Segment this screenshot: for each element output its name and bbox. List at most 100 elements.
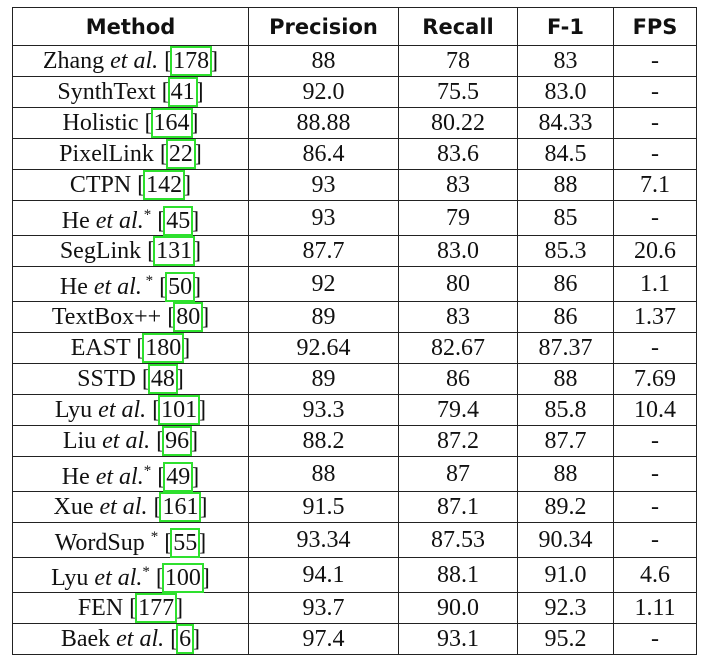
method-text: FEN [ bbox=[77, 595, 138, 621]
value-cell: 93.1 bbox=[398, 623, 518, 655]
table-row: Baek et al. [6] 97.4 93.1 95.2- bbox=[12, 623, 697, 655]
method-text: CTPN [ bbox=[69, 172, 146, 198]
method-text: et al. bbox=[98, 397, 147, 423]
value-cell: 86 bbox=[398, 363, 518, 395]
method-text: ] bbox=[198, 530, 207, 556]
method-text: ] bbox=[191, 208, 200, 234]
table-body: Zhang et al. [178] 88 78 83- SynthText [41] 9… bbox=[12, 45, 697, 655]
method-text: ] bbox=[192, 626, 201, 652]
value-cell: 79 bbox=[398, 200, 518, 236]
method-text: Baek bbox=[60, 626, 117, 652]
table-row: Zhang et al. [178] 88 78 83- bbox=[12, 45, 697, 77]
method-text: EAST [ bbox=[70, 335, 145, 361]
value-cell: 92.0 bbox=[248, 76, 399, 108]
value-cell: 89.2 bbox=[517, 491, 614, 523]
value-cell: 88 bbox=[248, 456, 399, 492]
header-cell: FPS bbox=[613, 7, 697, 46]
method-text: ] bbox=[193, 274, 202, 300]
method-text: Lyu bbox=[54, 397, 99, 423]
method-text: SynthText [ bbox=[57, 79, 170, 105]
value-cell: 88 bbox=[517, 363, 614, 395]
method-text: et al. bbox=[102, 428, 151, 454]
value-cell: 80 bbox=[398, 266, 518, 302]
value-cell: 88 bbox=[248, 45, 399, 77]
value-cell: 87.7 bbox=[248, 235, 399, 267]
method-text: PixelLink [ bbox=[59, 141, 168, 167]
value-cell: 80.22 bbox=[398, 107, 518, 139]
value-cell: - bbox=[613, 623, 697, 655]
citation: 180 bbox=[142, 333, 185, 363]
method-cell: Zhang et al. [178] bbox=[12, 45, 249, 77]
citation: 49 bbox=[163, 462, 194, 492]
citation: 96 bbox=[162, 426, 193, 456]
value-cell: 89 bbox=[248, 301, 399, 333]
method-text: [ bbox=[151, 208, 166, 234]
value-cell: - bbox=[613, 456, 697, 492]
citation: 55 bbox=[170, 528, 201, 558]
value-cell: - bbox=[613, 425, 697, 457]
method-cell: SSTD [48] bbox=[12, 363, 249, 395]
citation: 100 bbox=[161, 563, 204, 593]
value-cell: 93.3 bbox=[248, 394, 399, 426]
method-text: ] bbox=[190, 428, 199, 454]
table-row: PixelLink [22] 86.4 83.6 84.5- bbox=[12, 138, 697, 170]
method-text: * bbox=[150, 529, 159, 545]
value-cell: - bbox=[613, 522, 697, 558]
method-text: et al. bbox=[116, 626, 165, 652]
value-cell: 86.4 bbox=[248, 138, 399, 170]
value-cell: 1.1 bbox=[613, 266, 697, 302]
method-text: WordSup bbox=[54, 530, 151, 556]
method-text: ] bbox=[182, 335, 191, 361]
method-text: [ bbox=[151, 464, 166, 490]
method-text: ] bbox=[190, 110, 199, 136]
table-row: TextBox++ [80] 89 83 86 1.37 bbox=[12, 301, 697, 333]
method-text: [ bbox=[164, 626, 179, 652]
table-row: EAST [180] 92.64 82.67 87.37- bbox=[12, 332, 697, 364]
citation: 50 bbox=[165, 272, 196, 302]
method-text: [ bbox=[158, 530, 173, 556]
method-cell: SegLink [131] bbox=[12, 235, 249, 267]
value-cell: 84.5 bbox=[517, 138, 614, 170]
value-cell: 93.34 bbox=[248, 522, 399, 558]
method-text: ] bbox=[201, 565, 210, 591]
value-cell: 95.2 bbox=[517, 623, 614, 655]
value-cell: 92.3 bbox=[517, 592, 614, 624]
method-text: [ bbox=[149, 565, 164, 591]
method-text: [ bbox=[146, 397, 161, 423]
method-text: ] bbox=[201, 304, 210, 330]
header-cell: Method bbox=[12, 7, 249, 46]
value-cell: 86 bbox=[517, 301, 614, 333]
method-cell: Xue et al. [161] bbox=[12, 491, 249, 523]
header-cell: F-1 bbox=[517, 7, 614, 46]
value-cell: - bbox=[613, 200, 697, 236]
method-cell: TextBox++ [80] bbox=[12, 301, 249, 333]
method-text: et al. bbox=[94, 565, 143, 591]
value-cell: 93.7 bbox=[248, 592, 399, 624]
method-text: * bbox=[142, 564, 150, 580]
citation: 161 bbox=[159, 492, 202, 522]
value-cell: 91.5 bbox=[248, 491, 399, 523]
value-cell: 83 bbox=[398, 169, 518, 201]
method-text: ] bbox=[175, 595, 184, 621]
table-row: He et al.* [49] 88 87 88- bbox=[12, 456, 697, 492]
method-cell: Lyu et al.* [100] bbox=[12, 557, 249, 593]
method-cell: Holistic [164] bbox=[12, 107, 249, 139]
table-row: SynthText [41] 92.0 75.5 83.0- bbox=[12, 76, 697, 108]
table-row: SegLink [131] 87.7 83.0 85.3 20.6 bbox=[12, 235, 697, 267]
value-cell: 93 bbox=[248, 200, 399, 236]
value-cell: - bbox=[613, 107, 697, 139]
value-cell: - bbox=[613, 491, 697, 523]
value-cell: 82.67 bbox=[398, 332, 518, 364]
value-cell: 89 bbox=[248, 363, 399, 395]
method-text: [ bbox=[158, 48, 173, 74]
method-cell: SynthText [41] bbox=[12, 76, 249, 108]
method-cell: Liu et al. [96] bbox=[12, 425, 249, 457]
value-cell: 84.33 bbox=[517, 107, 614, 139]
method-text: ] bbox=[191, 464, 200, 490]
method-cell: CTPN [142] bbox=[12, 169, 249, 201]
method-text: SSTD [ bbox=[77, 366, 150, 392]
value-cell: 90.0 bbox=[398, 592, 518, 624]
method-text: * bbox=[141, 273, 154, 289]
citation: 80 bbox=[173, 302, 204, 332]
